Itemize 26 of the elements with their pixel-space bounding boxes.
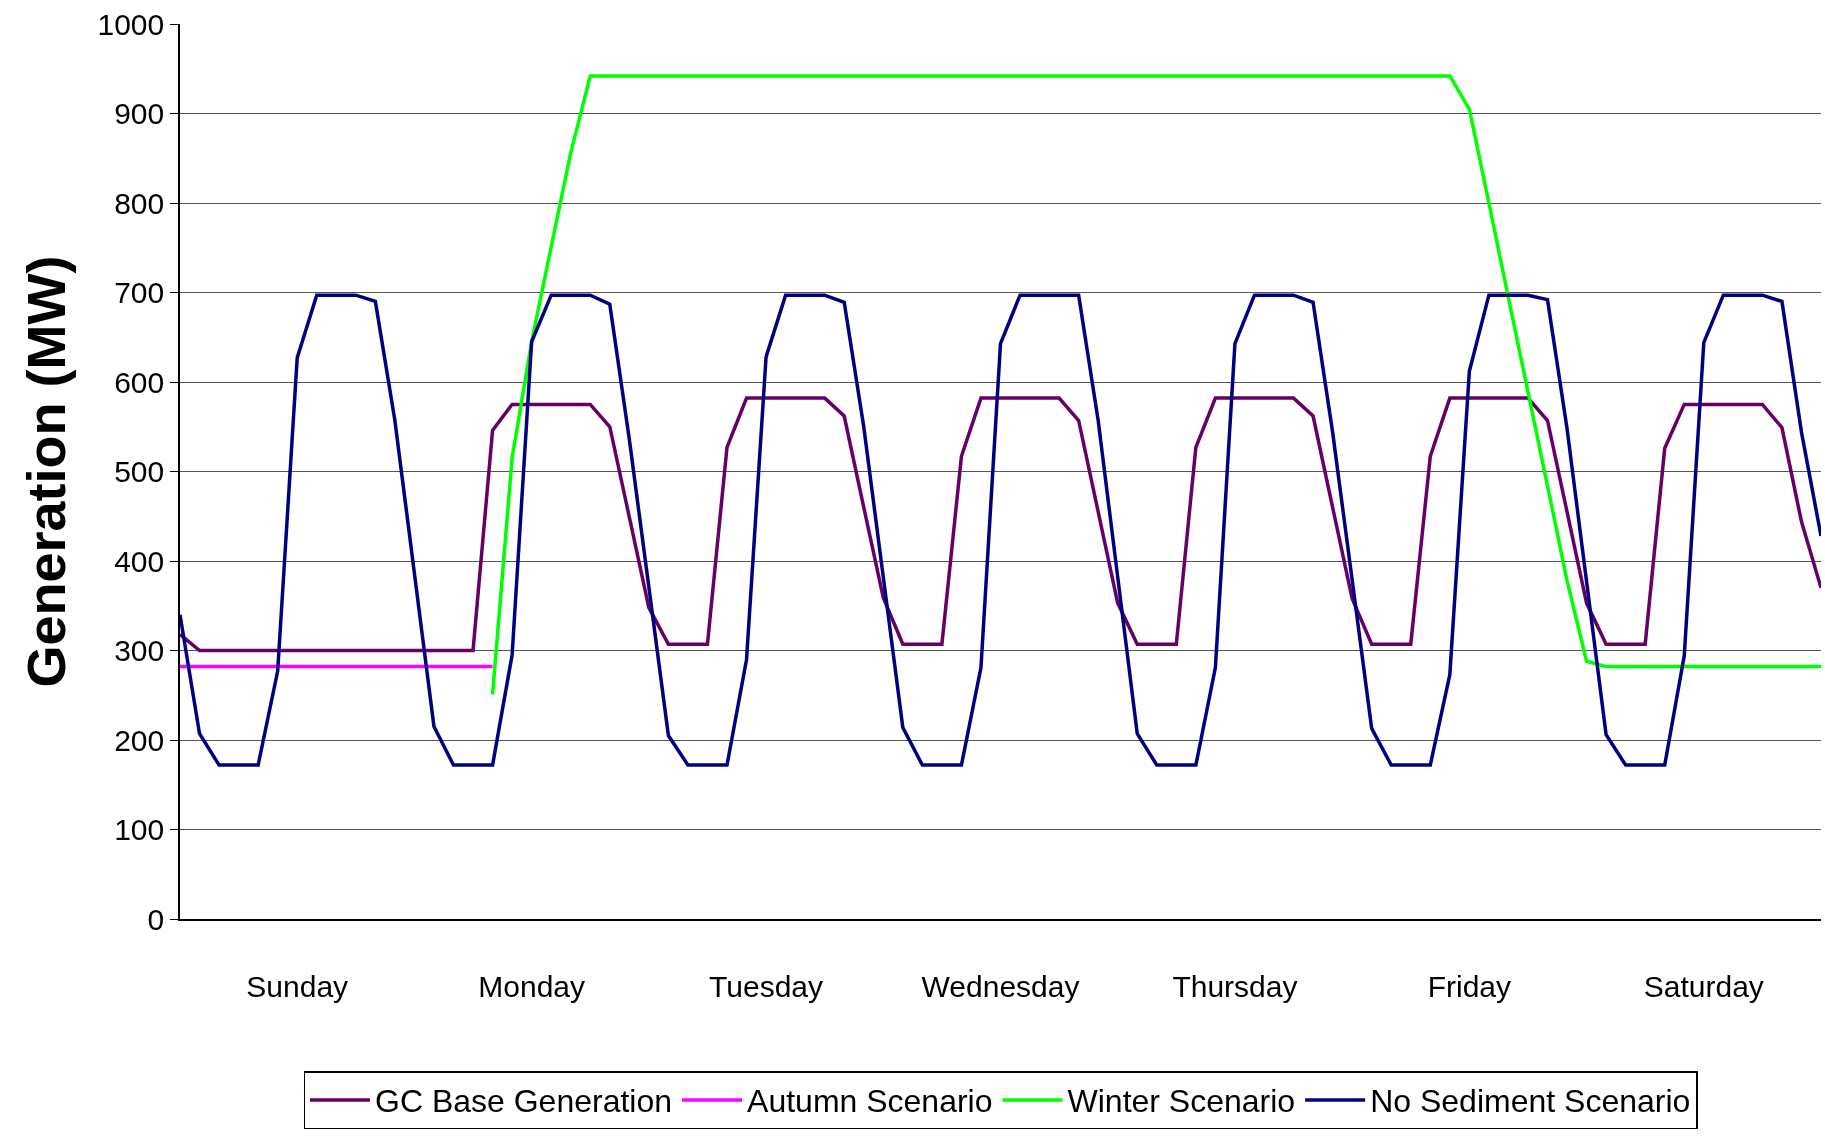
x-tick-label: Saturday bbox=[1643, 969, 1764, 1003]
y-tick-label: 500 bbox=[114, 455, 165, 488]
x-tick-label: Tuesday bbox=[709, 969, 824, 1003]
legend-label: GC Base Generation bbox=[375, 1083, 673, 1120]
x-tick-label: Thursday bbox=[1172, 969, 1298, 1003]
y-tick-label: 0 bbox=[147, 902, 165, 936]
y-tick-label: 300 bbox=[114, 634, 165, 667]
line-series bbox=[180, 396, 1821, 653]
y-axis-title: Generation (MW) bbox=[15, 255, 76, 688]
y-tick-label: 400 bbox=[114, 544, 165, 578]
line-series bbox=[490, 74, 1821, 697]
x-tick-label: Friday bbox=[1427, 969, 1512, 1003]
legend-label: Winter Scenario bbox=[1067, 1083, 1296, 1120]
y-tick-label: 1000 bbox=[97, 7, 165, 41]
y-tick-label: 600 bbox=[114, 365, 165, 399]
line-series bbox=[180, 293, 1821, 767]
x-tick-label: Sunday bbox=[246, 969, 349, 1003]
y-tick-label: 100 bbox=[114, 813, 165, 846]
y-tick-label: 900 bbox=[114, 97, 165, 130]
legend-label: No Sediment Scenario bbox=[1370, 1083, 1691, 1120]
y-tick-label: 800 bbox=[114, 186, 165, 220]
y-tick-label: 700 bbox=[114, 276, 165, 309]
x-tick-label: Monday bbox=[478, 969, 586, 1003]
y-tick-label: 200 bbox=[114, 723, 165, 757]
legend-label: Autumn Scenario bbox=[747, 1083, 993, 1120]
x-tick-label: Wednesday bbox=[921, 969, 1080, 1003]
